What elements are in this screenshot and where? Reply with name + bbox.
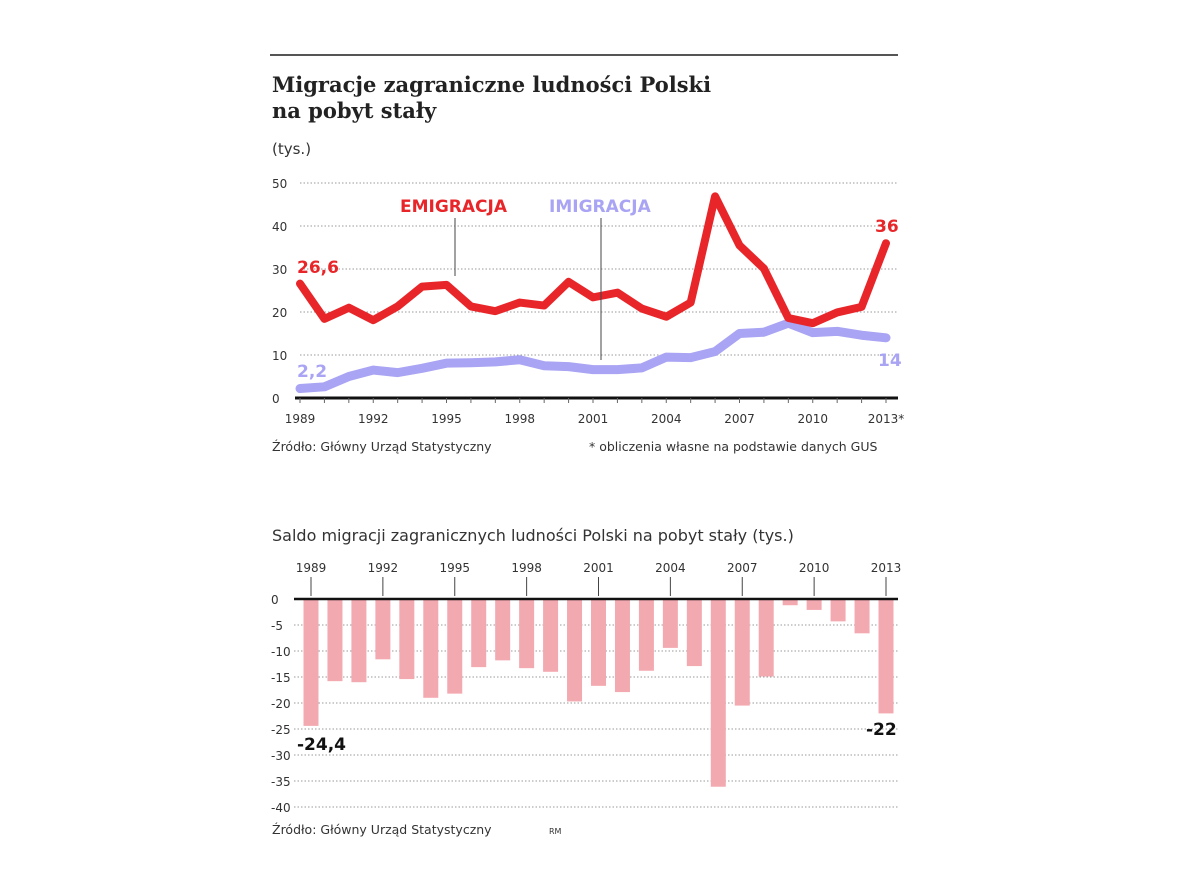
y-tick-label: 10 bbox=[272, 349, 287, 363]
saldo-bar bbox=[782, 599, 798, 606]
x-tick-label: 1992 bbox=[368, 561, 399, 575]
x-tick-label: 1995 bbox=[431, 412, 462, 426]
saldo-bar bbox=[495, 599, 511, 661]
saldo-bar bbox=[351, 599, 367, 683]
label-imig-end: 14 bbox=[878, 351, 902, 371]
y-tick-label: 0 bbox=[271, 593, 279, 607]
legend-immigration: IMIGRACJA bbox=[549, 197, 652, 217]
x-tick-label: 1998 bbox=[504, 412, 535, 426]
y-tick-label: -5 bbox=[271, 619, 283, 633]
y-tick-label: 40 bbox=[272, 220, 287, 234]
y-tick-label: -25 bbox=[271, 723, 291, 737]
y-tick-label: 30 bbox=[272, 263, 287, 277]
saldo-bar bbox=[662, 599, 678, 648]
chart-title: Migracje zagraniczne ludności Polski na … bbox=[272, 72, 832, 124]
saldo-bar bbox=[758, 599, 774, 677]
saldo-bar bbox=[591, 599, 606, 686]
saldo-bar bbox=[303, 599, 319, 726]
y-tick-label: -30 bbox=[271, 749, 291, 763]
unit-label: (tys.) bbox=[272, 140, 312, 158]
saldo-bar bbox=[638, 599, 654, 671]
saldo-bar bbox=[543, 599, 559, 672]
x-tick-label: 2001 bbox=[583, 561, 614, 575]
footnote: * obliczenia własne na podstawie danych … bbox=[589, 439, 878, 454]
y-tick-label: -15 bbox=[271, 671, 291, 685]
label-imig-start: 2,2 bbox=[297, 362, 327, 382]
saldo-bar bbox=[423, 599, 439, 698]
y-tick-label: 20 bbox=[272, 306, 287, 320]
saldo-bar bbox=[734, 599, 750, 706]
emigration-line bbox=[296, 192, 890, 328]
x-tick-label: 2010 bbox=[799, 561, 830, 575]
y-tick-label: -35 bbox=[271, 775, 291, 789]
saldo-bar bbox=[686, 599, 702, 667]
title-line-2: na pobyt stały bbox=[272, 98, 437, 123]
label-bg bbox=[296, 733, 354, 753]
label-saldo-end: -22 bbox=[866, 720, 897, 740]
saldo-bar bbox=[830, 599, 846, 622]
label-emig-end: 36 bbox=[875, 217, 899, 237]
x-tick-label: 2007 bbox=[724, 412, 755, 426]
x-tick-label: 1989 bbox=[285, 412, 316, 426]
saldo-bar bbox=[471, 599, 487, 668]
saldo-bar bbox=[375, 599, 391, 660]
x-tick-label: 1992 bbox=[358, 412, 389, 426]
legend-emigration: EMIGRACJA bbox=[400, 197, 508, 217]
saldo-bar bbox=[878, 599, 894, 714]
top-rule bbox=[270, 54, 898, 56]
saldo-bar bbox=[854, 599, 870, 634]
saldo-bar bbox=[327, 599, 343, 682]
saldo-title: Saldo migracji zagranicznych ludności Po… bbox=[272, 526, 794, 545]
immigration-line bbox=[295, 318, 891, 394]
x-tick-label: 2004 bbox=[651, 412, 682, 426]
x-tick-label: 2001 bbox=[578, 412, 609, 426]
x-tick-label: 1995 bbox=[439, 561, 470, 575]
y-tick-label: -10 bbox=[271, 645, 291, 659]
label-emig-start: 26,6 bbox=[297, 258, 339, 278]
source-bottom: Źródło: Główny Urząd Statystyczny bbox=[272, 822, 492, 837]
x-tick-label: 2010 bbox=[797, 412, 828, 426]
saldo-bar bbox=[519, 599, 535, 669]
y-tick-label: 50 bbox=[272, 177, 287, 191]
saldo-bar bbox=[447, 599, 463, 694]
saldo-bar bbox=[399, 599, 415, 680]
title-line-1: Migracje zagraniczne ludności Polski bbox=[272, 72, 712, 97]
saldo-bar bbox=[614, 599, 630, 693]
author-credit: RM bbox=[549, 827, 562, 836]
x-tick-label: 2013 bbox=[871, 561, 902, 575]
x-tick-label: 1989 bbox=[296, 561, 327, 575]
x-tick-label: 2013* bbox=[868, 412, 905, 426]
y-tick-label: -20 bbox=[271, 697, 291, 711]
y-tick-label: 0 bbox=[272, 392, 280, 406]
saldo-bar bbox=[710, 599, 726, 787]
saldo-bar bbox=[567, 599, 583, 702]
x-tick-label: 2004 bbox=[655, 561, 686, 575]
x-tick-label: 1998 bbox=[511, 561, 542, 575]
source-top: Źródło: Główny Urząd Statystyczny bbox=[272, 439, 492, 454]
saldo-bar bbox=[806, 599, 822, 610]
x-tick-label: 2007 bbox=[727, 561, 758, 575]
y-tick-label: -40 bbox=[271, 801, 291, 815]
label-saldo-start: -24,4 bbox=[297, 735, 346, 755]
